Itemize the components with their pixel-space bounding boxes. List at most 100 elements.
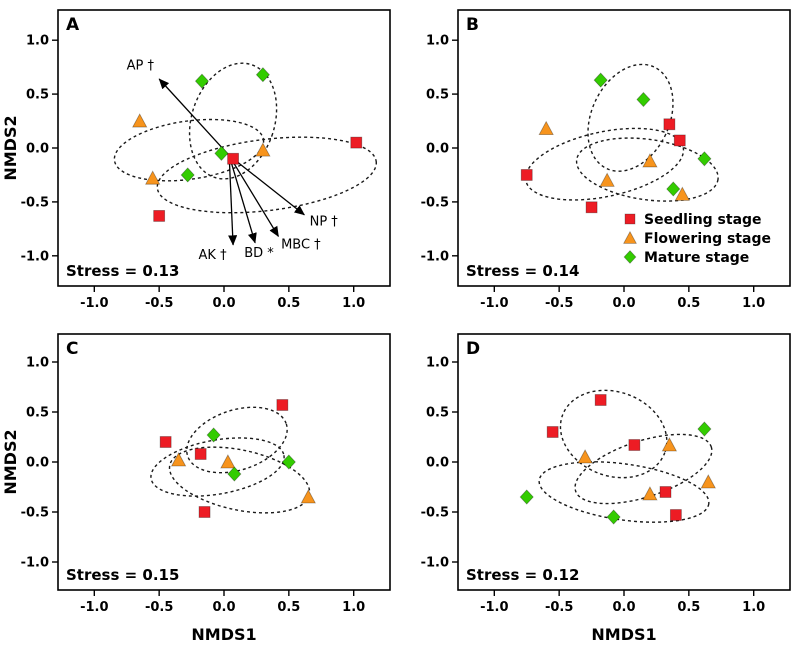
point-triangle	[255, 142, 271, 157]
group-ellipse	[150, 437, 285, 497]
stress-label: Stress = 0.14	[466, 262, 579, 280]
x-axis-title: NMDS1	[591, 625, 656, 644]
x-tick-label: 0.5	[277, 296, 300, 311]
point-square	[546, 426, 559, 438]
point-diamond	[255, 67, 270, 83]
point-square	[628, 439, 641, 451]
group-ellipse	[186, 406, 288, 474]
biplot-arrow	[158, 78, 230, 156]
point-square	[159, 436, 172, 448]
y-tick-label: -0.5	[421, 195, 449, 210]
y-tick-label: -1.0	[21, 249, 49, 264]
point-diamond	[636, 91, 651, 108]
stress-label: Stress = 0.13	[66, 262, 179, 280]
point-diamond	[194, 73, 209, 89]
x-tick-label: -1.0	[480, 600, 508, 615]
y-tick-label: 0.0	[426, 142, 449, 157]
point-square	[194, 448, 207, 460]
y-tick-label: -1.0	[421, 556, 449, 571]
point-triangle	[700, 474, 716, 489]
biplot-arrow	[228, 155, 238, 246]
point-square	[520, 169, 533, 181]
panel-letter: D	[466, 339, 480, 359]
legend-label: Seedling stage	[644, 212, 762, 228]
y-tick-label: 1.0	[26, 356, 49, 371]
point-diamond	[227, 466, 242, 482]
group-ellipse	[574, 433, 713, 505]
point-square	[669, 509, 682, 521]
legend-label: Mature stage	[644, 250, 749, 266]
group-ellipse	[538, 461, 710, 523]
point-square	[594, 394, 607, 406]
y-tick-label: 0.5	[426, 406, 449, 421]
point-diamond	[281, 454, 296, 470]
y-tick-label: 1.0	[426, 356, 449, 371]
x-tick-label: 0.0	[612, 600, 635, 615]
group-ellipse	[575, 137, 719, 202]
nmds-panel-b: -1.0 -1.0 -0.5 -0.5 0.0 0.0 0.5 0.5 1.0 1.0 B Stres…	[400, 0, 800, 324]
point-square	[350, 136, 363, 149]
y-tick-label: 0.0	[26, 142, 49, 157]
y-tick-label: 0.5	[26, 406, 49, 421]
point-square	[673, 134, 686, 147]
x-tick-label: -1.0	[80, 296, 108, 311]
point-square	[624, 213, 636, 225]
x-tick-label: 1.0	[742, 600, 765, 615]
point-triangle	[642, 486, 658, 501]
x-tick-label: 0.0	[212, 296, 235, 311]
legend-label: Flowering stage	[644, 231, 771, 247]
arrow-label: NP †	[310, 215, 339, 230]
point-square	[663, 118, 676, 131]
y-tick-label: 0.0	[426, 456, 449, 471]
point-square	[659, 486, 672, 498]
point-diamond	[519, 489, 534, 505]
panel-letter: A	[66, 15, 80, 35]
biplot-arrow	[228, 155, 257, 244]
y-axis-title: NMDS2	[1, 115, 20, 180]
point-square	[227, 152, 239, 165]
y-tick-label: -0.5	[421, 506, 449, 521]
y-tick-label: 0.5	[26, 88, 49, 103]
point-diamond	[623, 250, 637, 264]
y-tick-label: -0.5	[21, 506, 49, 521]
group-ellipse	[168, 446, 311, 514]
nmds-panel-d: -1.0 -1.0 -0.5 -0.5 0.0 0.0 0.5 0.5 1.0 1.0 D Stres…	[400, 324, 800, 648]
biplot-arrow	[228, 155, 305, 216]
point-diamond	[666, 181, 681, 197]
x-tick-label: 0.5	[677, 296, 700, 311]
nmds-panel-c: -1.0 -1.0 -0.5 -0.5 0.0 0.0 0.5 0.5 1.0 1.0 C Stres…	[0, 324, 400, 648]
y-tick-label: 1.0	[426, 34, 449, 49]
panel-letter: B	[466, 15, 479, 35]
point-triangle	[220, 454, 236, 469]
x-tick-label: 1.0	[342, 600, 365, 615]
point-triangle	[661, 437, 678, 452]
x-tick-label: 1.0	[342, 296, 365, 311]
point-triangle	[300, 489, 316, 504]
point-triangle	[132, 113, 148, 128]
arrow-label: AK †	[199, 248, 228, 263]
x-tick-label: -1.0	[480, 296, 508, 311]
panel-letter: C	[66, 339, 78, 359]
y-tick-label: 1.0	[26, 34, 49, 49]
x-tick-label: 0.0	[212, 600, 235, 615]
point-square	[153, 210, 166, 222]
point-diamond	[206, 427, 221, 443]
point-triangle	[577, 449, 593, 464]
arrow-label: MBC †	[281, 237, 321, 252]
point-diamond	[697, 151, 712, 167]
x-tick-label: -1.0	[80, 600, 108, 615]
point-square	[276, 399, 289, 411]
x-tick-label: -0.5	[145, 296, 173, 311]
stress-label: Stress = 0.12	[466, 566, 579, 584]
x-tick-label: 0.5	[677, 600, 700, 615]
point-diamond	[593, 72, 608, 88]
x-tick-label: -0.5	[545, 296, 573, 311]
point-diamond	[697, 421, 712, 437]
point-square	[198, 506, 211, 518]
stress-label: Stress = 0.15	[66, 566, 179, 584]
group-ellipse	[559, 389, 668, 479]
point-diamond	[606, 509, 621, 525]
biplot-arrow	[228, 155, 280, 237]
y-tick-label: 0.5	[426, 88, 449, 103]
